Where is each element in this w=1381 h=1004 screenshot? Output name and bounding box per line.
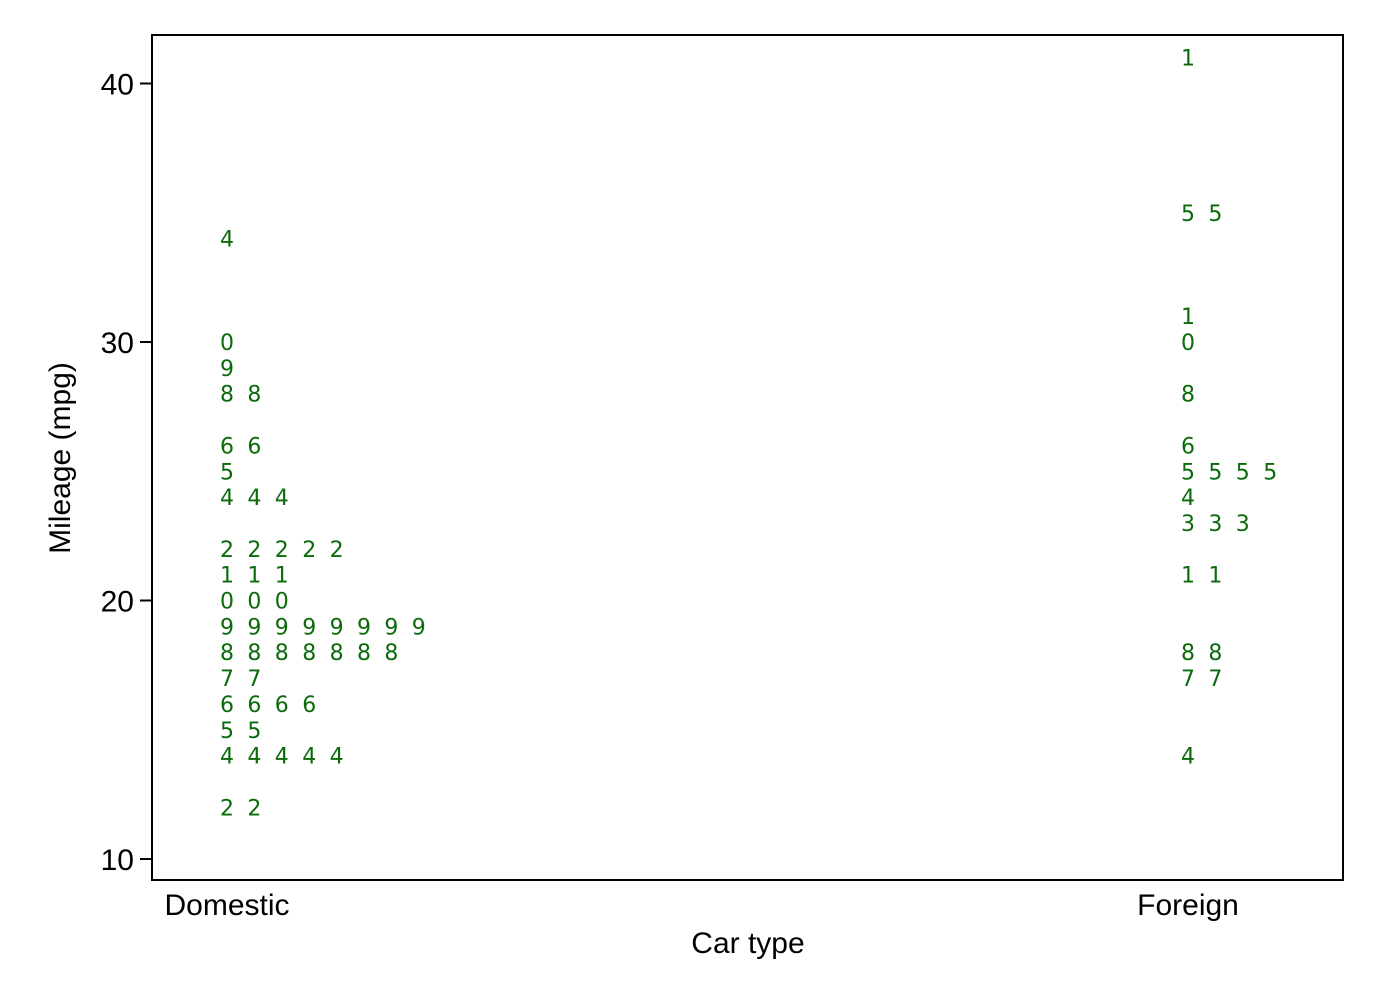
data-point-domestic: 4 xyxy=(220,486,234,511)
data-point-domestic: 1 xyxy=(220,564,234,589)
data-point-foreign: 8 xyxy=(1208,641,1222,666)
data-point-foreign: 5 xyxy=(1208,460,1222,485)
data-point-domestic: 9 xyxy=(357,615,371,640)
data-point-domestic: 5 xyxy=(220,719,234,744)
data-point-domestic: 6 xyxy=(302,693,316,718)
data-point-foreign: 1 xyxy=(1181,305,1195,330)
data-point-domestic: 6 xyxy=(220,434,234,459)
data-point-domestic: 9 xyxy=(384,615,398,640)
data-point-domestic: 4 xyxy=(330,745,344,770)
data-point-domestic: 8 xyxy=(247,641,261,666)
data-point-domestic: 8 xyxy=(384,641,398,666)
data-point-domestic: 7 xyxy=(247,667,261,692)
data-point-domestic: 8 xyxy=(247,383,261,408)
data-point-foreign: 3 xyxy=(1208,512,1222,537)
data-point-domestic: 8 xyxy=(357,641,371,666)
data-point-foreign: 8 xyxy=(1181,641,1195,666)
data-point-foreign: 5 xyxy=(1181,460,1195,485)
data-point-foreign: 8 xyxy=(1181,383,1195,408)
data-point-domestic: 2 xyxy=(220,796,234,821)
data-point-domestic: 4 xyxy=(275,745,289,770)
data-point-domestic: 6 xyxy=(247,693,261,718)
data-point-foreign: 5 xyxy=(1208,202,1222,227)
data-point-domestic: 0 xyxy=(247,590,261,615)
data-point-foreign: 7 xyxy=(1208,667,1222,692)
data-point-domestic: 9 xyxy=(220,357,234,382)
data-point-foreign: 1 xyxy=(1181,564,1195,589)
data-point-domestic: 1 xyxy=(247,564,261,589)
data-point-foreign: 7 xyxy=(1181,667,1195,692)
data-point-domestic: 0 xyxy=(220,590,234,615)
data-point-domestic: 9 xyxy=(302,615,316,640)
x-axis: Domestic Foreign xyxy=(164,889,1238,922)
data-point-foreign: 1 xyxy=(1181,47,1195,72)
data-point-foreign: 5 xyxy=(1236,460,1250,485)
y-tick-label: 40 xyxy=(101,69,134,102)
data-point-domestic: 6 xyxy=(247,434,261,459)
data-point-domestic: 5 xyxy=(247,719,261,744)
digit-markers: 2 24 4 4 4 45 56 6 6 67 78 8 8 8 8 8 89 9 9 9 9 9 9 90 0 01 1 12 2 2 2… xyxy=(220,47,1277,822)
data-point-domestic: 6 xyxy=(275,693,289,718)
y-tick-label: 30 xyxy=(101,327,134,360)
data-point-domestic: 0 xyxy=(220,331,234,356)
x-tick-label: Foreign xyxy=(1137,889,1239,922)
data-point-domestic: 1 xyxy=(275,564,289,589)
data-point-foreign: 5 xyxy=(1181,202,1195,227)
data-point-foreign: 5 xyxy=(1263,460,1277,485)
data-point-domestic: 2 xyxy=(302,538,316,563)
data-point-foreign: 4 xyxy=(1181,745,1195,770)
x-axis-title: Car type xyxy=(691,927,804,960)
y-tick-label: 20 xyxy=(101,586,134,619)
y-axis: 10 20 30 40 xyxy=(101,69,152,877)
data-point-domestic: 2 xyxy=(275,538,289,563)
data-point-domestic: 8 xyxy=(220,383,234,408)
data-point-domestic: 8 xyxy=(220,641,234,666)
data-point-foreign: 4 xyxy=(1181,486,1195,511)
data-point-domestic: 9 xyxy=(220,615,234,640)
data-point-domestic: 4 xyxy=(275,486,289,511)
data-point-domestic: 9 xyxy=(275,615,289,640)
data-point-domestic: 4 xyxy=(247,486,261,511)
data-point-domestic: 4 xyxy=(220,228,234,253)
data-point-domestic: 2 xyxy=(330,538,344,563)
data-point-foreign: 6 xyxy=(1181,434,1195,459)
data-point-domestic: 8 xyxy=(330,641,344,666)
data-point-foreign: 3 xyxy=(1236,512,1250,537)
data-point-domestic: 4 xyxy=(302,745,316,770)
data-point-domestic: 9 xyxy=(412,615,426,640)
data-point-domestic: 6 xyxy=(220,693,234,718)
data-point-foreign: 3 xyxy=(1181,512,1195,537)
data-point-domestic: 2 xyxy=(220,538,234,563)
data-point-domestic: 4 xyxy=(220,745,234,770)
data-point-domestic: 9 xyxy=(330,615,344,640)
y-axis-title: Mileage (mpg) xyxy=(44,362,77,554)
data-point-foreign: 1 xyxy=(1208,564,1222,589)
data-point-domestic: 4 xyxy=(247,745,261,770)
data-point-domestic: 7 xyxy=(220,667,234,692)
plot-frame xyxy=(151,34,1344,881)
data-point-domestic: 8 xyxy=(275,641,289,666)
data-point-domestic: 5 xyxy=(220,460,234,485)
data-point-domestic: 9 xyxy=(247,615,261,640)
data-point-domestic: 2 xyxy=(247,796,261,821)
y-tick-label: 10 xyxy=(101,844,134,877)
data-point-domestic: 8 xyxy=(302,641,316,666)
x-tick-label: Domestic xyxy=(164,889,289,922)
data-point-domestic: 2 xyxy=(247,538,261,563)
data-point-domestic: 0 xyxy=(275,590,289,615)
data-point-foreign: 0 xyxy=(1181,331,1195,356)
